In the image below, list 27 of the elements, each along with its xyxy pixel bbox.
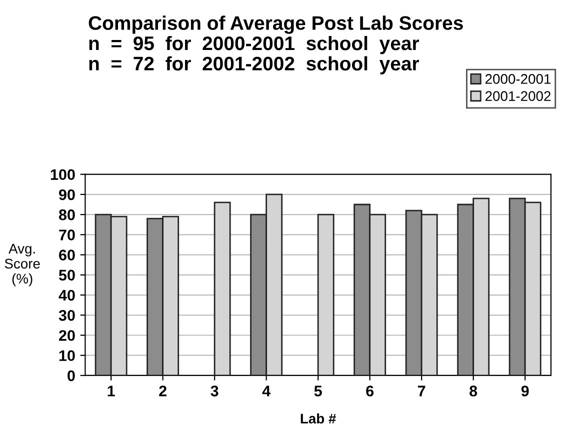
y-tick-label: 90 xyxy=(59,189,75,200)
y-tick-label: 60 xyxy=(59,250,75,260)
x-axis-title: Lab # xyxy=(300,413,336,424)
chart-title: Comparison of Average Post Lab Scores n = 95 for 2000-2001 school year n = 72 for 2001-2002 school year xyxy=(88,16,463,74)
y-tick-label: 0 xyxy=(68,370,75,382)
x-tick-label: 8 xyxy=(470,386,478,396)
x-tick-label: 5 xyxy=(314,386,322,396)
bar xyxy=(317,214,334,376)
y-tick-label: 10 xyxy=(59,350,75,362)
x-tick-label: 6 xyxy=(366,386,374,396)
y-tick-label: 80 xyxy=(58,209,75,220)
x-tick-label: 4 xyxy=(262,386,270,396)
y-tick-label: 20 xyxy=(59,330,75,341)
legend-label: 2000-2001 xyxy=(485,74,551,84)
y-tick-label: 70 xyxy=(59,230,75,240)
y-tick-label: 30 xyxy=(58,310,75,321)
x-tick-label: 7 xyxy=(418,386,426,396)
y-axis-title: Avg. Score (%) xyxy=(4,244,40,286)
x-tick-label: 2 xyxy=(159,386,166,396)
y-tick-label: 40 xyxy=(58,290,75,301)
legend-label: 2001-2002 xyxy=(485,91,551,102)
y-tick-label: 50 xyxy=(58,270,75,281)
x-tick-label: 1 xyxy=(108,386,115,396)
x-tick-label: 9 xyxy=(521,386,529,396)
x-tick-label: 3 xyxy=(210,386,218,396)
y-tick-label: 100 xyxy=(50,169,75,180)
bar xyxy=(214,202,231,376)
